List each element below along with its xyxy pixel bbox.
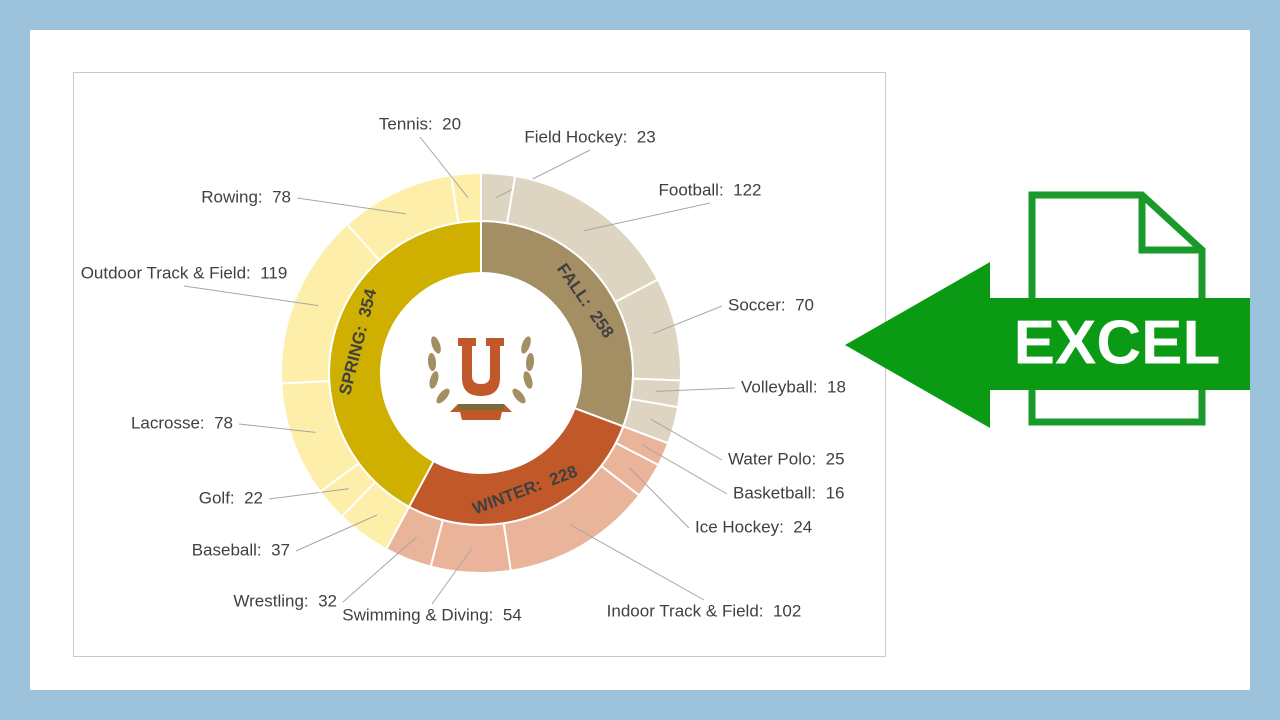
sport-label: Ice Hockey: 24: [695, 517, 812, 536]
leader-line: [650, 418, 723, 461]
leader-line: [419, 136, 469, 198]
sport-label: Lacrosse: 78: [131, 413, 233, 432]
leader-line: [431, 548, 473, 605]
leader-line: [238, 423, 316, 433]
leader-line: [495, 149, 591, 199]
chart: Field Hockey: 23 Football: 122 Soccer: 70 V…: [81, 114, 846, 624]
leader-line: [641, 444, 728, 495]
leader-line: [342, 536, 418, 603]
sport-label: Basketball: 16: [733, 483, 845, 502]
leader-line: [295, 514, 378, 552]
leader-line: [652, 305, 723, 335]
leader-line: [569, 524, 705, 601]
sport-arc: [429, 518, 512, 574]
sport-label: Golf: 22: [199, 488, 263, 507]
sport-label: Field Hockey: 23: [524, 127, 655, 146]
sport-label: Swimming & Diving: 54: [342, 605, 522, 624]
sport-label: Rowing: 78: [201, 187, 291, 206]
logo: [427, 336, 535, 420]
leader-line: [628, 467, 690, 529]
sport-label: Indoor Track & Field: 102: [607, 601, 802, 620]
sport-label: Baseball: 37: [192, 540, 290, 559]
sport-label: Football: 122: [658, 180, 761, 199]
excel-icon: EXCEL: [845, 191, 1250, 428]
sport-label: Soccer: 70: [728, 295, 814, 314]
leader-line: [296, 197, 406, 215]
banner-text: EXCEL: [1014, 308, 1221, 377]
sport-label: Outdoor Track & Field: 119: [81, 263, 288, 282]
sport-label: Tennis: 20: [379, 114, 461, 133]
sport-label: Wrestling: 32: [233, 591, 337, 610]
sport-label: Water Polo: 25: [728, 449, 845, 468]
sport-label: Volleyball: 18: [741, 377, 846, 396]
leader-line: [268, 488, 349, 500]
leader-line: [656, 387, 736, 392]
leader-line: [183, 285, 319, 307]
leader-line: [584, 202, 711, 232]
